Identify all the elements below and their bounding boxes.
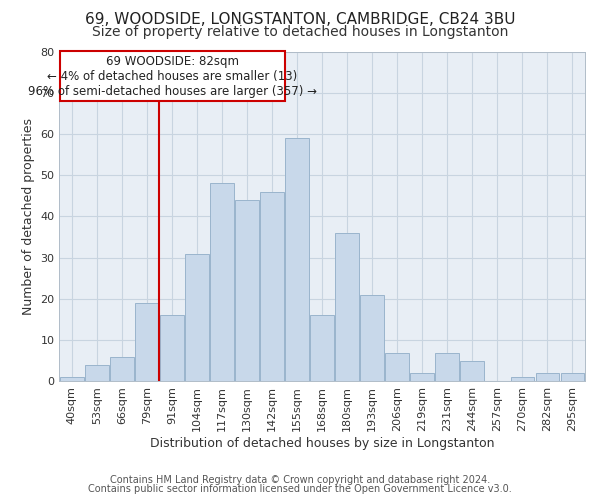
- Bar: [385, 352, 409, 382]
- Bar: [310, 316, 334, 382]
- Text: ← 4% of detached houses are smaller (13): ← 4% of detached houses are smaller (13): [47, 70, 298, 82]
- Bar: [235, 200, 259, 382]
- Bar: [85, 365, 109, 382]
- Y-axis label: Number of detached properties: Number of detached properties: [22, 118, 35, 315]
- Bar: [60, 52, 285, 101]
- Text: Contains HM Land Registry data © Crown copyright and database right 2024.: Contains HM Land Registry data © Crown c…: [110, 475, 490, 485]
- Bar: [436, 352, 459, 382]
- Bar: [410, 373, 434, 382]
- Bar: [185, 254, 209, 382]
- Bar: [160, 316, 184, 382]
- Text: 96% of semi-detached houses are larger (357) →: 96% of semi-detached houses are larger (…: [28, 84, 317, 98]
- Text: 69, WOODSIDE, LONGSTANTON, CAMBRIDGE, CB24 3BU: 69, WOODSIDE, LONGSTANTON, CAMBRIDGE, CB…: [85, 12, 515, 28]
- Bar: [560, 373, 584, 382]
- Bar: [460, 361, 484, 382]
- Bar: [260, 192, 284, 382]
- Text: 69 WOODSIDE: 82sqm: 69 WOODSIDE: 82sqm: [106, 55, 239, 68]
- Bar: [60, 378, 84, 382]
- Bar: [110, 356, 134, 382]
- Bar: [285, 138, 309, 382]
- Bar: [335, 233, 359, 382]
- Bar: [511, 378, 535, 382]
- Text: Contains public sector information licensed under the Open Government Licence v3: Contains public sector information licen…: [88, 484, 512, 494]
- Bar: [210, 184, 234, 382]
- X-axis label: Distribution of detached houses by size in Longstanton: Distribution of detached houses by size …: [150, 437, 494, 450]
- Bar: [536, 373, 559, 382]
- Text: Size of property relative to detached houses in Longstanton: Size of property relative to detached ho…: [92, 25, 508, 39]
- Bar: [361, 295, 384, 382]
- Bar: [135, 303, 159, 382]
